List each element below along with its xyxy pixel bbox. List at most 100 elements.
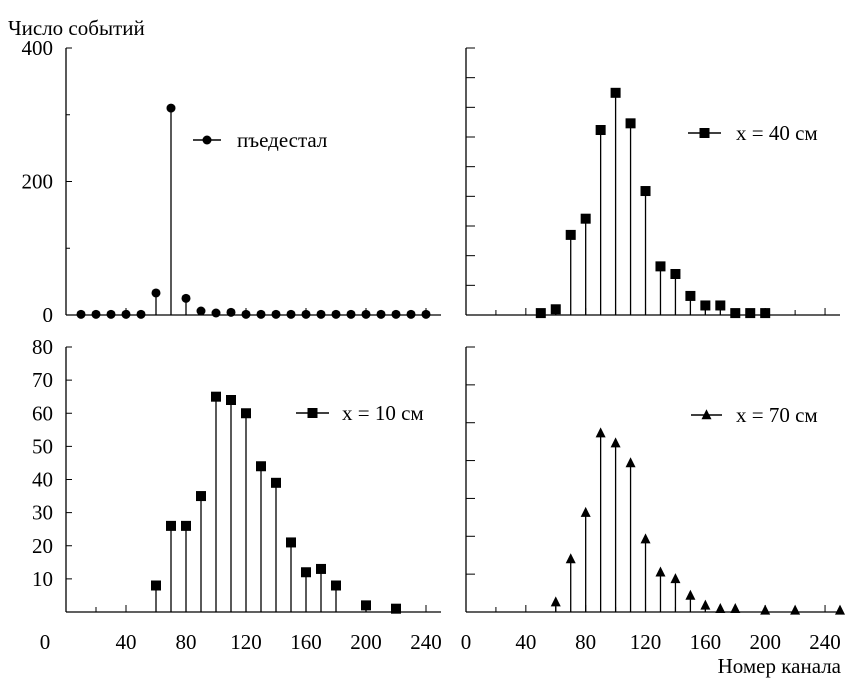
x-tick-label: 160 [690, 630, 722, 654]
data-point [610, 87, 621, 98]
x-tick-label: 120 [230, 630, 262, 654]
data-point [241, 309, 251, 319]
panel-bottom-left: 10 20 30 40 50 60 70 80 x = 10 см [32, 335, 441, 614]
data-point [136, 309, 146, 319]
data-point [391, 603, 401, 614]
x-tick-label: 80 [176, 630, 197, 654]
data-point [361, 309, 371, 319]
data-point [151, 288, 161, 298]
legend-marker [307, 408, 318, 418]
y-tick-label: 50 [32, 434, 53, 458]
x-tick-label: 0 [461, 630, 472, 654]
data-point [595, 427, 606, 438]
y-tick-label: 30 [32, 501, 53, 525]
data-point [715, 602, 726, 613]
data-point [271, 477, 281, 488]
data-point [670, 573, 681, 584]
data-point [271, 309, 281, 319]
x-tick-label: 40 [116, 630, 137, 654]
data-point [835, 604, 845, 615]
x-tick-label: 80 [575, 630, 596, 654]
data-point [715, 300, 726, 311]
data-point [595, 125, 606, 136]
data-point [730, 308, 741, 319]
y-tick-label: 400 [22, 36, 54, 60]
data-point [241, 408, 251, 419]
data-point [151, 580, 161, 591]
data-point [211, 391, 221, 402]
data-point [625, 118, 636, 129]
data-point [331, 309, 341, 319]
data-point [655, 261, 666, 272]
y-tick-label: 0 [43, 303, 54, 327]
data-point [640, 186, 651, 197]
data-point [550, 304, 561, 315]
x-tick-label: 120 [630, 630, 662, 654]
data-point [91, 309, 101, 319]
y-tick-label: 10 [32, 567, 53, 591]
data-point [181, 293, 191, 303]
legend-marker [699, 128, 710, 138]
data-point [406, 309, 416, 319]
data-point [565, 229, 576, 240]
x-tick-label: 200 [350, 630, 382, 654]
data-point [580, 213, 591, 224]
data-point [226, 307, 236, 317]
data-point [361, 600, 371, 611]
data-point [760, 308, 771, 319]
x-tick-label: 40 [515, 630, 536, 654]
data-point [196, 491, 206, 502]
data-point [550, 596, 561, 607]
data-point [640, 533, 651, 544]
legend-label: x = 70 см [736, 403, 818, 427]
data-point [211, 308, 221, 318]
data-point [685, 589, 696, 600]
legend-label: x = 40 см [736, 121, 818, 145]
y-tick-label: 20 [32, 534, 53, 558]
data-point [286, 309, 296, 319]
data-point [181, 520, 191, 531]
data-point [625, 457, 636, 468]
x-axis-title: Номер канала [718, 654, 842, 678]
data-point [286, 537, 296, 548]
data-point [745, 308, 756, 319]
y-tick-label: 200 [22, 170, 54, 194]
data-point [790, 604, 801, 615]
y-tick-label: 60 [32, 401, 53, 425]
data-point [166, 520, 176, 531]
y-tick-label: 70 [32, 368, 53, 392]
data-point [655, 566, 666, 577]
y-tick-label: 40 [32, 468, 53, 492]
data-point [610, 437, 621, 448]
legend-label: x = 10 см [342, 401, 424, 425]
data-point [685, 290, 696, 301]
x-tick-label: 0 [40, 630, 51, 654]
y-axis-title: Число событий [8, 16, 145, 40]
data-point [226, 395, 236, 405]
x-tick-label: 200 [749, 630, 781, 654]
data-point [535, 308, 546, 319]
data-point [316, 563, 326, 574]
x-tick-label: 240 [410, 630, 442, 654]
data-point [730, 602, 741, 613]
data-point [256, 309, 266, 319]
y-tick-label: 80 [32, 335, 53, 359]
legend-marker [202, 135, 212, 145]
x-tick-label: 160 [290, 630, 322, 654]
data-point [121, 309, 131, 319]
x-tick-label: 240 [809, 630, 841, 654]
data-point [580, 506, 591, 517]
panel-top-right: x = 40 см [465, 47, 840, 319]
data-point [670, 268, 681, 279]
data-point [301, 567, 311, 578]
data-point [391, 309, 401, 319]
data-point [565, 553, 576, 564]
data-point [421, 309, 431, 319]
panel-top-left: 0 200 400 пъедестал [22, 36, 441, 327]
data-point [256, 461, 266, 472]
data-point [76, 309, 86, 319]
data-point [700, 300, 711, 311]
legend-marker [701, 409, 712, 420]
